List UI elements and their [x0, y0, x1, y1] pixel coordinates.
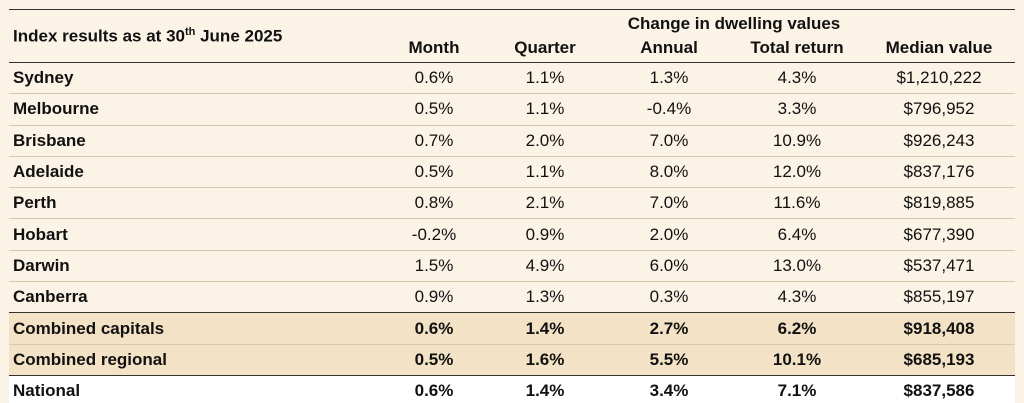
- cell-month: 0.5%: [385, 344, 483, 376]
- cell-total-return: 4.3%: [731, 281, 863, 314]
- index-results-table: Index results as at 30th June 2025 Chang…: [9, 9, 1015, 403]
- cell-median-value: $1,210,222: [863, 62, 1015, 95]
- row-label: Perth: [9, 187, 385, 220]
- cell-median-value: $855,197: [863, 281, 1015, 314]
- cell-quarter: 1.1%: [483, 93, 607, 126]
- cell-month: 0.6%: [385, 312, 483, 345]
- cell-annual: 2.7%: [607, 312, 731, 345]
- cell-total-return: 6.2%: [731, 312, 863, 345]
- cell-median-value: $926,243: [863, 125, 1015, 157]
- cell-quarter: 4.9%: [483, 250, 607, 283]
- table-row: Brisbane 0.7% 2.0% 7.0% 10.9% $926,243: [9, 125, 1015, 157]
- cell-total-return: 10.1%: [731, 344, 863, 376]
- national-row: National 0.6% 1.4% 3.4% 7.1% $837,586: [9, 374, 1015, 403]
- cell-median-value: $837,176: [863, 156, 1015, 189]
- table-row: Melbourne 0.5% 1.1% -0.4% 3.3% $796,952: [9, 93, 1015, 126]
- cell-month: -0.2%: [385, 218, 483, 251]
- cell-median-value: $819,885: [863, 187, 1015, 220]
- cell-total-return: 11.6%: [731, 187, 863, 220]
- header-row-group: Index results as at 30th June 2025 Chang…: [9, 9, 1015, 45]
- cell-annual: 6.0%: [607, 250, 731, 283]
- cell-annual: 5.5%: [607, 344, 731, 376]
- row-label: Hobart: [9, 218, 385, 251]
- row-label: Melbourne: [9, 93, 385, 126]
- cell-quarter: 1.4%: [483, 374, 607, 403]
- row-label: Brisbane: [9, 125, 385, 157]
- cell-month: 0.5%: [385, 93, 483, 126]
- cell-median-value: $677,390: [863, 218, 1015, 251]
- column-header-annual: Annual: [640, 38, 698, 57]
- cell-annual: 0.3%: [607, 281, 731, 314]
- cell-annual: 1.3%: [607, 62, 731, 95]
- group-header: Change in dwelling values: [627, 14, 841, 33]
- cell-month: 0.5%: [385, 156, 483, 189]
- cell-quarter: 2.1%: [483, 187, 607, 220]
- cell-total-return: 4.3%: [731, 62, 863, 95]
- row-label: Canberra: [9, 281, 385, 314]
- table-title-superscript: th: [184, 25, 196, 38]
- cell-quarter: 1.1%: [483, 62, 607, 95]
- table-row: Canberra 0.9% 1.3% 0.3% 4.3% $855,197: [9, 281, 1015, 314]
- cell-annual: 7.0%: [607, 125, 731, 157]
- column-header-quarter: Quarter: [514, 38, 576, 57]
- cell-median-value: $537,471: [863, 250, 1015, 283]
- cell-quarter: 1.3%: [483, 281, 607, 314]
- cell-quarter: 1.4%: [483, 312, 607, 345]
- table-row: Hobart -0.2% 0.9% 2.0% 6.4% $677,390: [9, 218, 1015, 251]
- table-title: Index results as at 30th June 2025: [9, 10, 385, 63]
- row-label: Sydney: [9, 62, 385, 95]
- cell-month: 0.6%: [385, 62, 483, 95]
- cell-annual: 2.0%: [607, 218, 731, 251]
- row-label: National: [9, 374, 385, 403]
- column-header-total-return: Total return: [750, 38, 844, 57]
- table-body: Sydney 0.6% 1.1% 1.3% 4.3% $1,210,222 Melbourn…: [9, 62, 1015, 403]
- cell-total-return: 13.0%: [731, 250, 863, 283]
- cell-annual: 8.0%: [607, 156, 731, 189]
- summary-row: Combined capitals 0.6% 1.4% 2.7% 6.2% $918,40…: [9, 312, 1015, 345]
- cell-total-return: 6.4%: [731, 218, 863, 251]
- table-title-suffix: June 2025: [195, 26, 283, 46]
- cell-total-return: 12.0%: [731, 156, 863, 189]
- summary-row: Combined regional 0.5% 1.6% 5.5% 10.1% $685,1…: [9, 344, 1015, 376]
- cell-total-return: 10.9%: [731, 125, 863, 157]
- cell-month: 0.7%: [385, 125, 483, 157]
- cell-total-return: 3.3%: [731, 93, 863, 126]
- table-row: Adelaide 0.5% 1.1% 8.0% 12.0% $837,176: [9, 156, 1015, 189]
- cell-month: 0.6%: [385, 374, 483, 403]
- cell-annual: 3.4%: [607, 374, 731, 403]
- row-label: Adelaide: [9, 156, 385, 189]
- table-title-prefix: Index results as at 30: [13, 26, 185, 46]
- cell-total-return: 7.1%: [731, 374, 863, 403]
- cell-quarter: 1.1%: [483, 156, 607, 189]
- cell-median-value: $796,952: [863, 93, 1015, 126]
- row-label: Combined capitals: [9, 312, 385, 345]
- column-header-month: Month: [408, 38, 460, 57]
- cell-quarter: 2.0%: [483, 125, 607, 157]
- cell-annual: 7.0%: [607, 187, 731, 220]
- row-label: Darwin: [9, 250, 385, 283]
- cell-median-value: $918,408: [863, 312, 1015, 345]
- column-header-median-value: Median value: [885, 38, 993, 57]
- table-row: Sydney 0.6% 1.1% 1.3% 4.3% $1,210,222: [9, 62, 1015, 95]
- header-row-columns: Month Quarter Annual Total return Median…: [9, 34, 1015, 63]
- cell-median-value: $685,193: [863, 344, 1015, 376]
- table-row: Darwin 1.5% 4.9% 6.0% 13.0% $537,471: [9, 250, 1015, 283]
- cell-month: 0.9%: [385, 281, 483, 314]
- cell-median-value: $837,586: [863, 374, 1015, 403]
- row-label: Combined regional: [9, 344, 385, 376]
- cell-month: 1.5%: [385, 250, 483, 283]
- table-row: Perth 0.8% 2.1% 7.0% 11.6% $819,885: [9, 187, 1015, 220]
- cell-quarter: 1.6%: [483, 344, 607, 376]
- cell-quarter: 0.9%: [483, 218, 607, 251]
- cell-annual: -0.4%: [607, 93, 731, 126]
- cell-month: 0.8%: [385, 187, 483, 220]
